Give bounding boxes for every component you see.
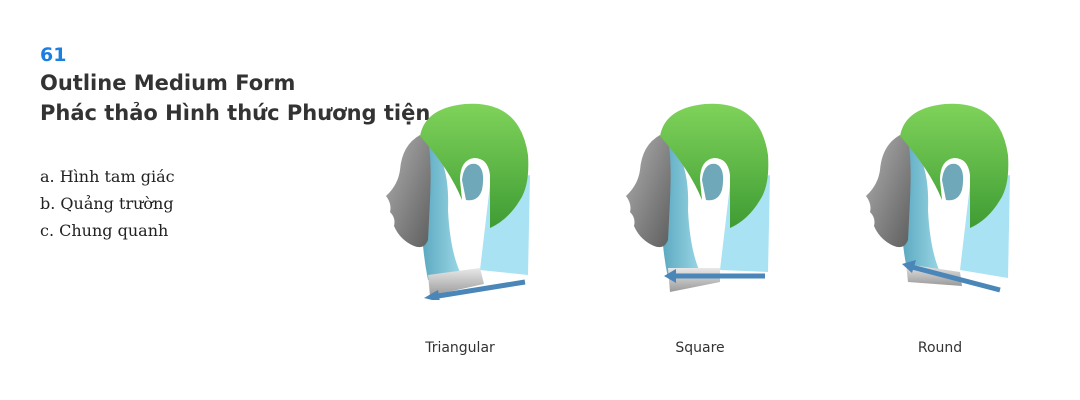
heading-block: 61 Outline Medium Form Phác thảo Hình th… (40, 42, 430, 128)
hair-top (660, 103, 769, 228)
direction-arrow-head (664, 269, 676, 283)
ear (702, 163, 724, 201)
ear (462, 163, 484, 201)
item-number: 61 (40, 44, 67, 66)
head-diagram-square (626, 103, 770, 292)
head-diagram-round (866, 103, 1010, 293)
label-square: Square (675, 340, 725, 356)
label-triangular: Triangular (425, 340, 495, 356)
direction-arrow-line (431, 279, 526, 300)
direction-arrow-head (902, 260, 916, 273)
face-profile (866, 135, 911, 248)
neck-shape (421, 140, 460, 280)
face-profile (626, 135, 671, 248)
options-list: a. Hình tam giác b. Quảng trường c. Chun… (40, 163, 175, 244)
direction-arrow-line (907, 263, 1001, 293)
direction-arrow-head (424, 290, 440, 300)
face-profile (386, 135, 431, 248)
title-english: Outline Medium Form (40, 71, 296, 95)
option-b: b. Quảng trường (40, 194, 174, 213)
collar (428, 268, 484, 296)
neck-shape (661, 140, 700, 278)
label-round: Round (917, 340, 963, 356)
ear (942, 163, 964, 201)
hair-top (420, 103, 529, 228)
hair-top (900, 103, 1009, 228)
head-diagram-triangular (386, 103, 530, 300)
neck-shape (901, 140, 940, 274)
option-a: a. Hình tam giác (40, 167, 175, 186)
title-vietnamese: Phác thảo Hình thức Phương tiện (40, 101, 431, 125)
option-c: c. Chung quanh (40, 221, 169, 240)
